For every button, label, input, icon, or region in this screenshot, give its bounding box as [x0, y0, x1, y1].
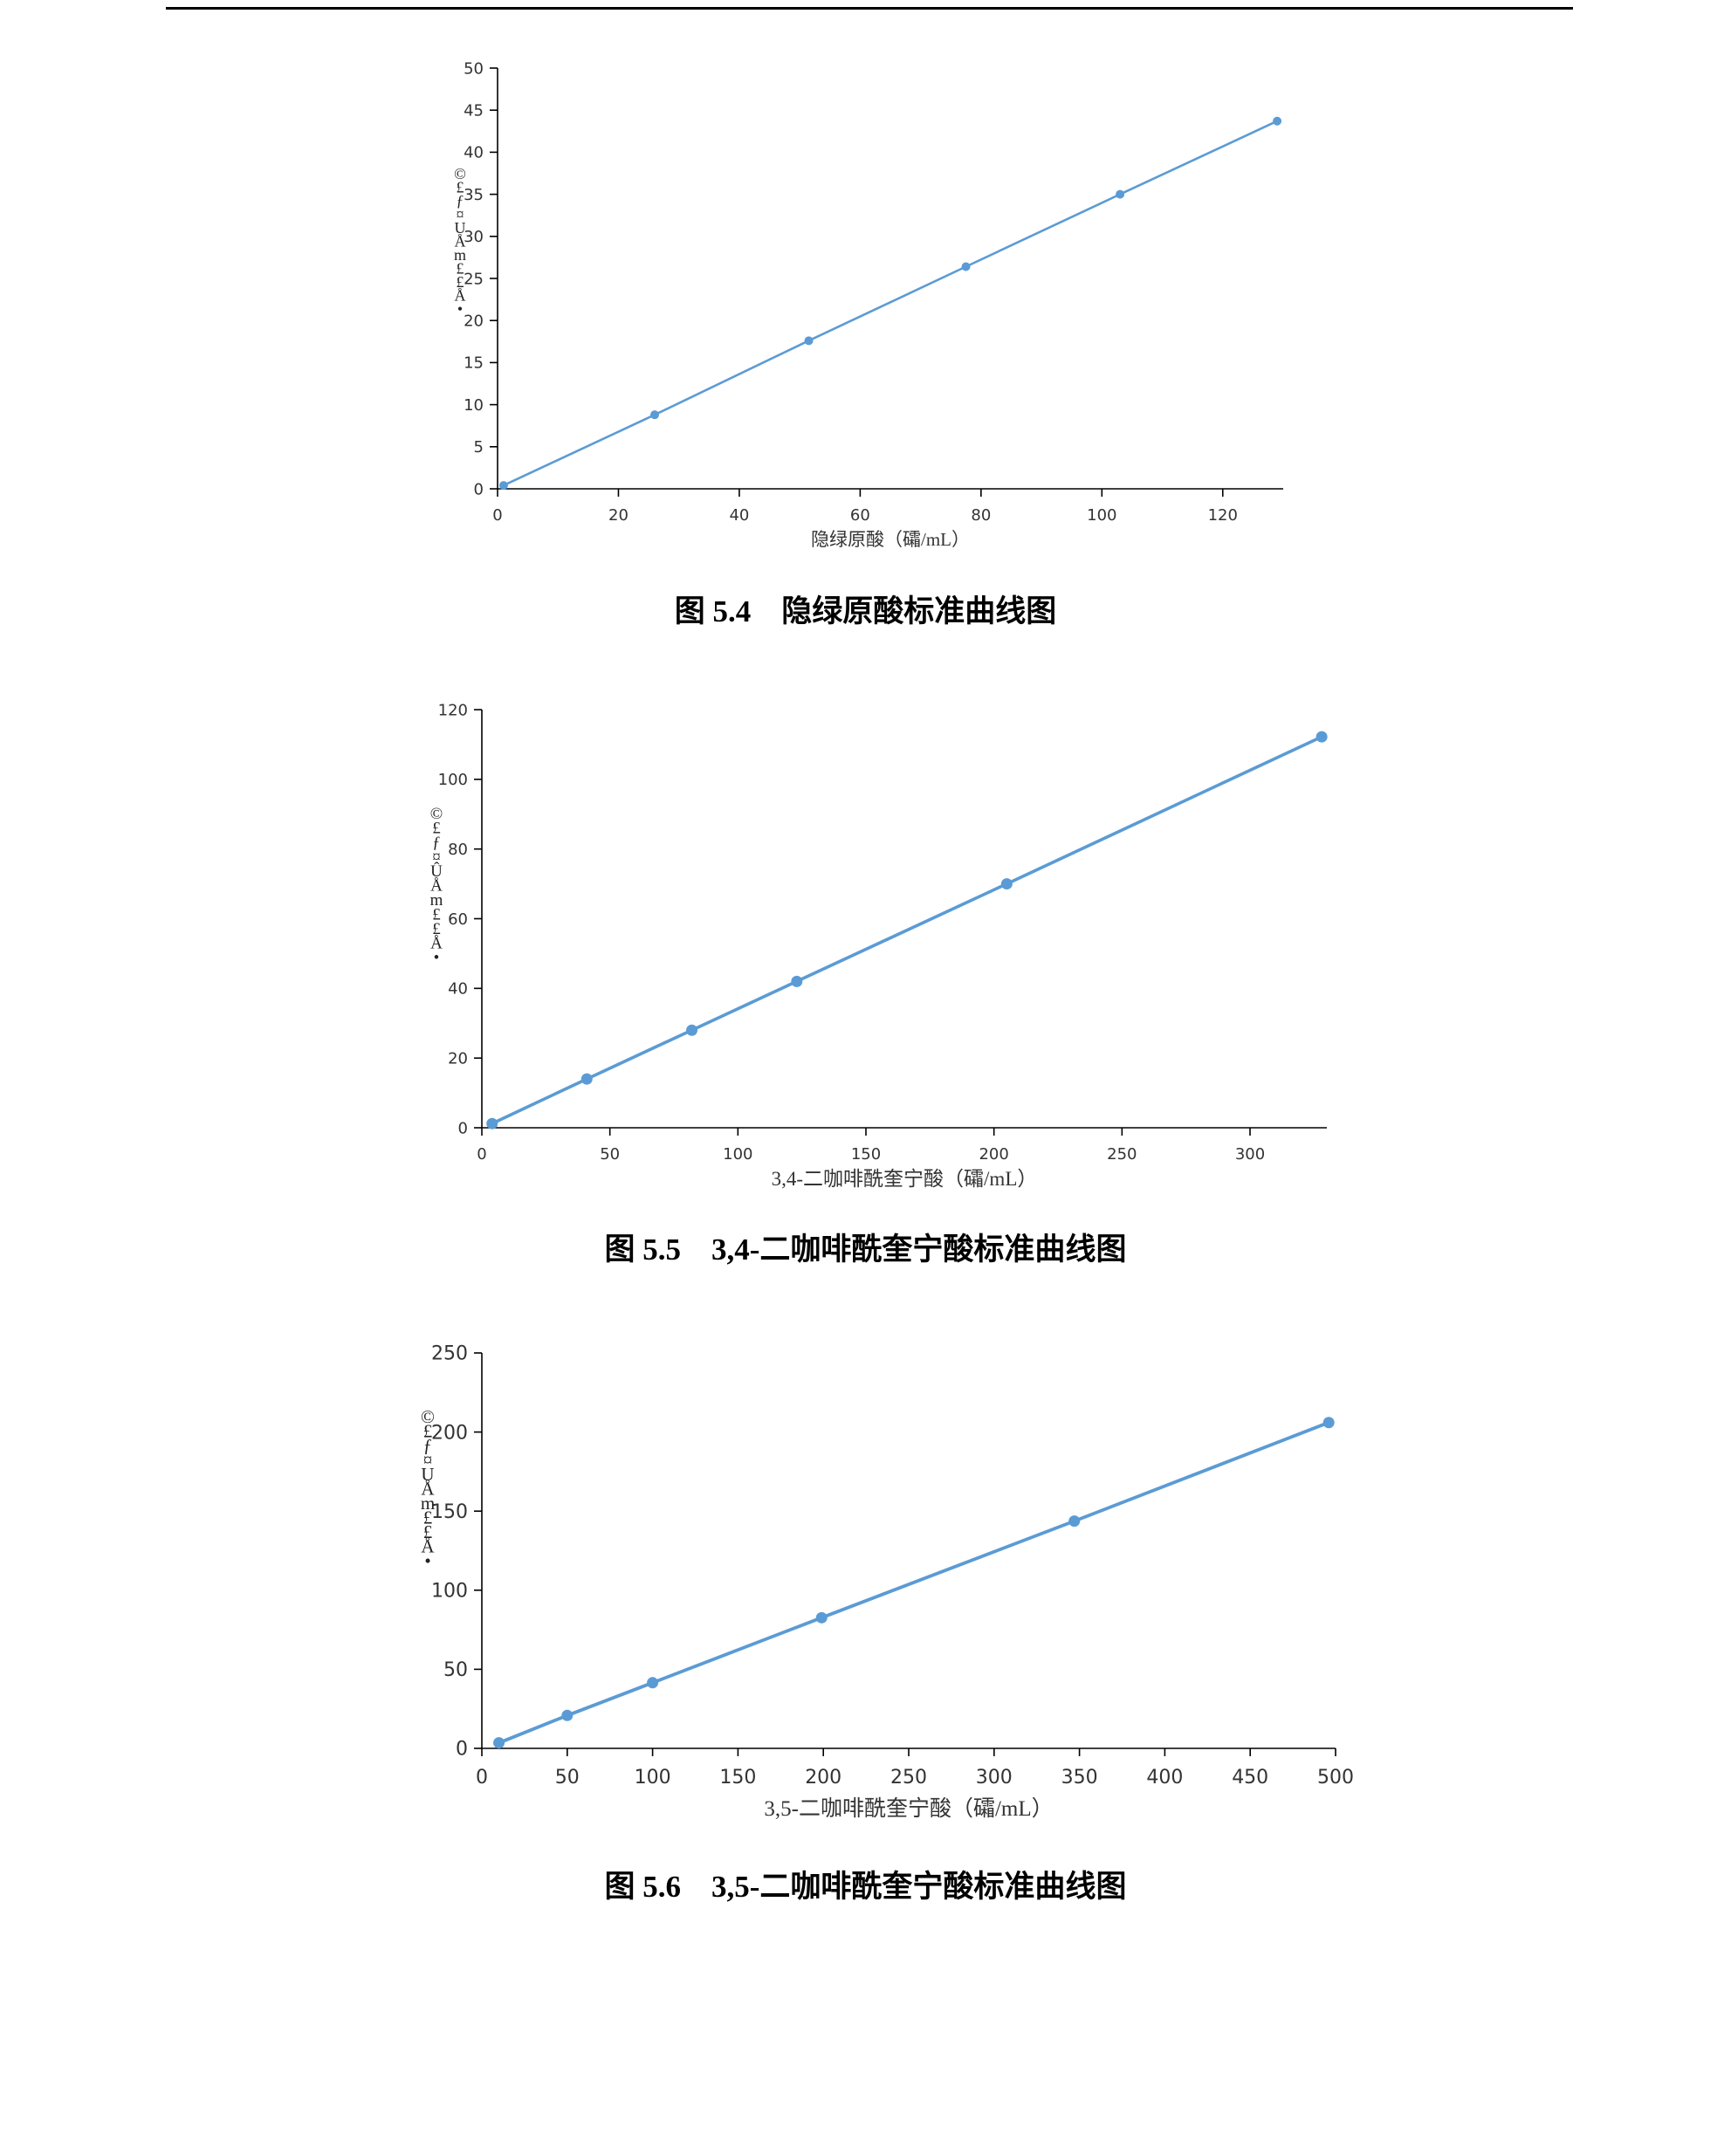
x-tick-label: 0	[476, 1767, 488, 1789]
x-tick-label: 500	[1317, 1767, 1354, 1789]
x-tick-label: 200	[805, 1767, 841, 1789]
data-point	[791, 975, 803, 987]
data-point	[1273, 116, 1282, 126]
y-tick-label: 200	[431, 1422, 468, 1444]
y-tick-label: 150	[431, 1501, 468, 1523]
data-point	[650, 410, 659, 420]
y-tick-label: 0	[456, 1739, 468, 1761]
x-axis-title: 3,4-二咖啡酰奎宁酸（礵/mL）	[772, 1168, 1038, 1190]
x-tick-label: 120	[1208, 506, 1238, 525]
y-tick-label: 40	[448, 980, 468, 999]
y-tick-label: 100	[438, 771, 468, 789]
data-point	[647, 1677, 659, 1689]
y-tick-label: 10	[464, 396, 484, 415]
x-tick-label: 100	[723, 1145, 752, 1164]
y-tick-label: 120	[438, 701, 468, 719]
x-tick-label: 20	[608, 506, 629, 525]
x-tick-label: 150	[851, 1145, 881, 1164]
y-tick-label: 35	[464, 186, 484, 204]
data-point	[561, 1709, 574, 1721]
y-tick-label: 50	[464, 59, 484, 78]
x-tick-label: 300	[1235, 1145, 1265, 1164]
x-axis-title: 隐绿原酸（礵/mL）	[811, 529, 970, 550]
figure-caption-5-5: 图 5.5 3,4-二咖啡酰奎宁酸标准曲线图	[604, 1232, 1127, 1267]
data-point	[686, 1024, 698, 1036]
y-tick-label: 20	[464, 312, 484, 331]
x-tick-label: 40	[729, 506, 749, 525]
x-tick-label: 250	[1107, 1145, 1137, 1164]
x-tick-label: 150	[719, 1767, 756, 1789]
y-tick-label: 40	[464, 144, 484, 162]
y-tick-label: 80	[448, 841, 468, 859]
y-tick-label: 50	[443, 1659, 468, 1681]
y-tick-label: 45	[464, 102, 484, 120]
x-tick-label: 100	[635, 1767, 671, 1789]
x-tick-label: 450	[1232, 1767, 1268, 1789]
x-tick-label: 0	[492, 506, 502, 525]
chart-cryptochlorogenic-acid: 0 5 10 15 20 25 30 35 40 45 50 0 20 40 60 80 100 120 隐绿原酸（…	[454, 59, 1283, 550]
data-point	[1116, 189, 1125, 199]
chart-3-4-dicaffeoylquinic-acid: 0 20 40 60 80 100 120 0 50 100 150 200 250 300 3,4-二咖啡…	[430, 701, 1328, 1190]
series-line	[490, 735, 1323, 1125]
data-point	[804, 336, 814, 346]
x-tick-label: 80	[971, 506, 991, 525]
data-point	[580, 1073, 593, 1085]
data-point	[486, 1117, 498, 1129]
y-tick-label: 30	[464, 228, 484, 246]
x-tick-label: 250	[890, 1767, 927, 1789]
figure-caption-5-6: 图 5.6 3,5-二咖啡酰奎宁酸标准曲线图	[604, 1870, 1127, 1904]
x-axis-title: 3,5-二咖啡酰奎宁酸（礵/mL）	[764, 1796, 1053, 1821]
x-tick-label: 350	[1061, 1767, 1098, 1789]
data-point	[1068, 1515, 1081, 1528]
data-point	[493, 1737, 505, 1749]
x-tick-label: 0	[477, 1145, 486, 1164]
y-tick-label: 60	[448, 910, 468, 929]
series-line	[502, 120, 1279, 487]
figure-caption-5-4: 图 5.4 隐绿原酸标准曲线图	[674, 594, 1057, 628]
x-tick-label: 50	[555, 1767, 580, 1789]
x-tick-label: 200	[979, 1145, 1008, 1164]
y-tick-label: 0	[458, 1119, 468, 1137]
y-tick-label: 100	[431, 1581, 468, 1603]
y-tick-label: 0	[474, 480, 484, 498]
data-point	[1000, 878, 1013, 890]
data-point	[1315, 731, 1328, 743]
y-tick-label: 25	[464, 270, 484, 288]
y-tick-label: 250	[431, 1343, 468, 1365]
data-point	[815, 1611, 828, 1624]
data-point	[1322, 1417, 1335, 1429]
y-tick-label: 5	[474, 438, 484, 457]
data-point	[498, 481, 508, 491]
x-tick-label: 100	[1087, 506, 1116, 525]
series-line	[497, 1420, 1331, 1745]
x-tick-label: 60	[850, 506, 870, 525]
x-tick-label: 50	[600, 1145, 620, 1164]
y-tick-label: 15	[464, 354, 484, 373]
y-tick-label: 20	[448, 1049, 468, 1068]
data-point	[961, 262, 971, 271]
chart-3-5-dicaffeoylquinic-acid: 0 50 100 150 200 250 0 50 100 150 200 250 300 350 400 4…	[421, 1343, 1354, 1821]
x-tick-label: 400	[1146, 1767, 1183, 1789]
x-tick-label: 300	[976, 1767, 1013, 1789]
page-header-rule	[166, 7, 1573, 10]
